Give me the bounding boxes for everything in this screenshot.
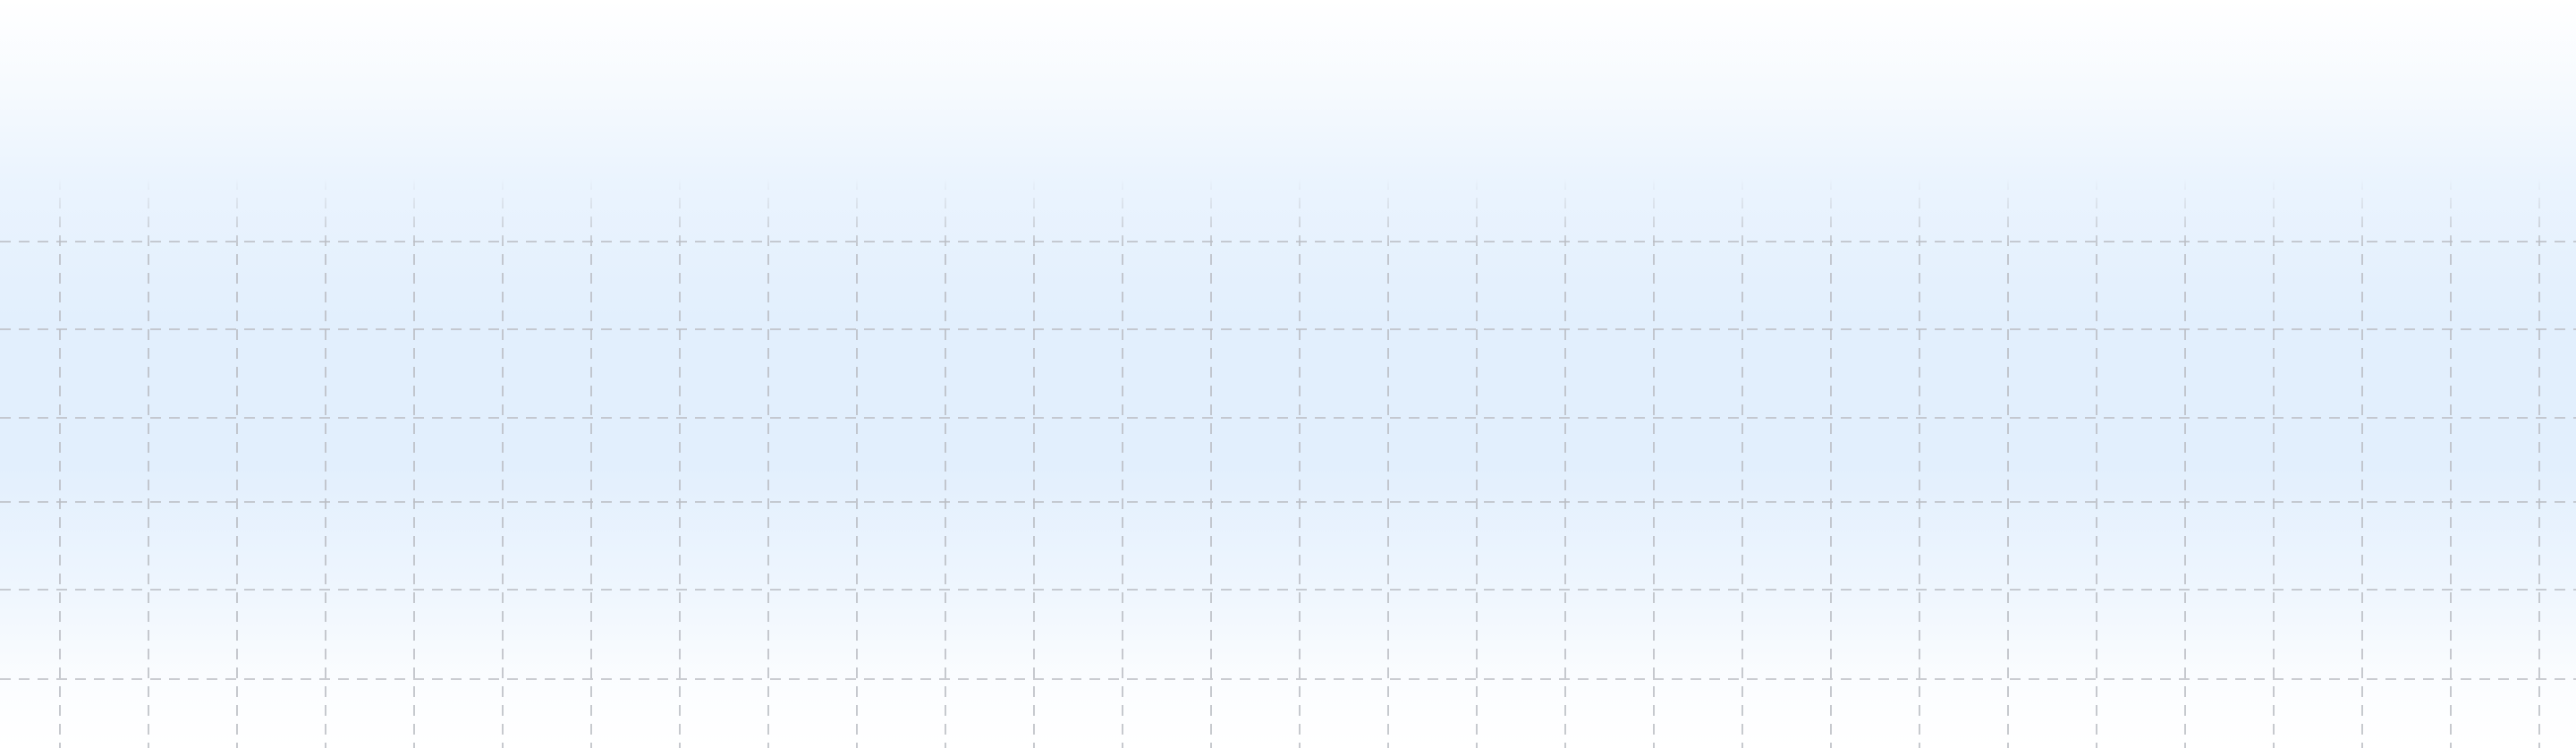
horizontal-grid-lines <box>0 241 2576 680</box>
vertical-grid-lines <box>59 179 2540 748</box>
